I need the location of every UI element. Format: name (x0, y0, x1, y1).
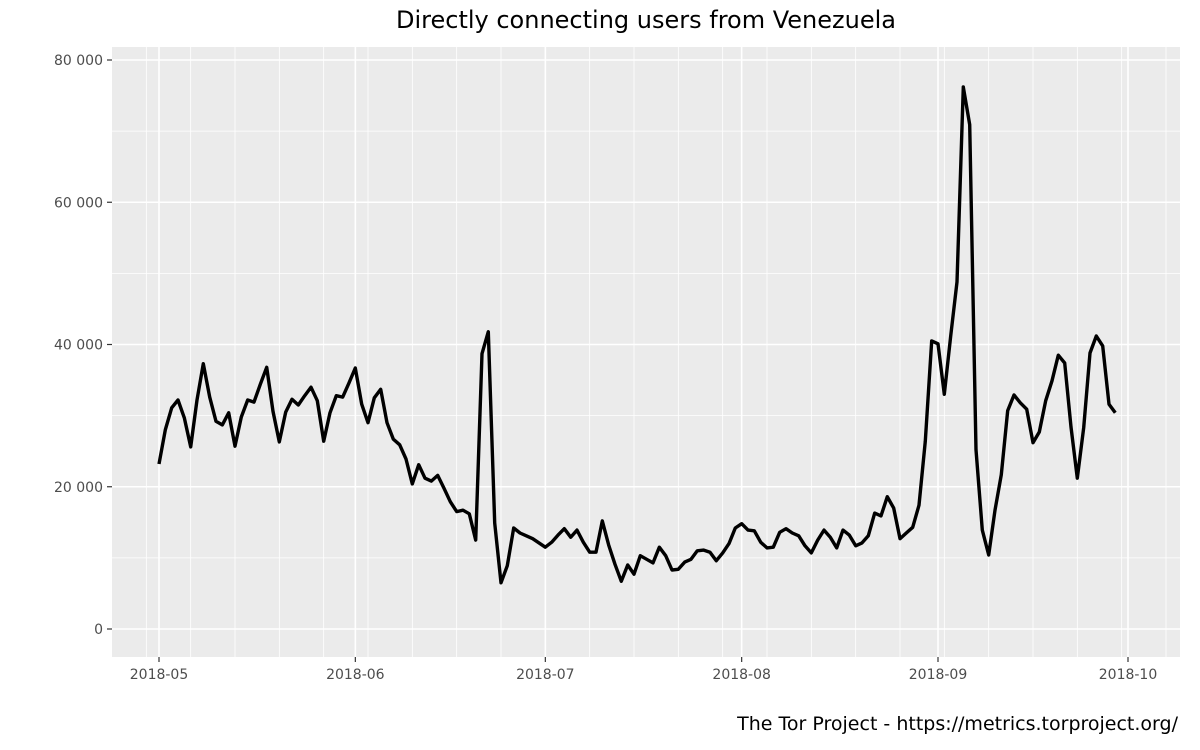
x-tick-label: 2018-06 (326, 667, 385, 683)
x-tick-label: 2018-10 (1099, 667, 1158, 683)
x-tick-label: 2018-07 (516, 667, 575, 683)
x-tick-label: 2018-09 (909, 667, 968, 683)
chart-caption: The Tor Project - https://metrics.torpro… (737, 713, 1178, 735)
x-tick-label: 2018-05 (130, 667, 189, 683)
y-tick-label: 60 000 (54, 195, 103, 211)
y-tick-label: 40 000 (54, 338, 103, 354)
plot-panel (112, 47, 1180, 657)
chart-title: Directly connecting users from Venezuela (396, 6, 896, 34)
x-tick-label: 2018-08 (712, 667, 771, 683)
users-line (157, 85, 1117, 585)
y-tick-label: 0 (94, 622, 103, 638)
y-tick-label: 20 000 (54, 480, 103, 496)
y-tick-label: 80 000 (54, 53, 103, 69)
